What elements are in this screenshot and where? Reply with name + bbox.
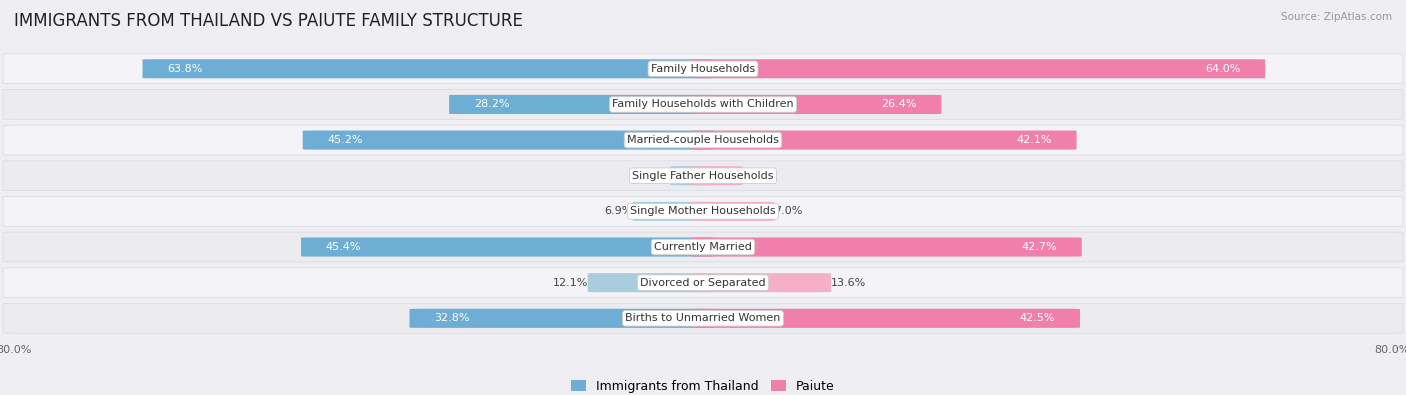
Text: Single Mother Households: Single Mother Households: [630, 206, 776, 216]
FancyBboxPatch shape: [692, 95, 942, 114]
FancyBboxPatch shape: [3, 125, 1403, 155]
FancyBboxPatch shape: [3, 232, 1403, 262]
FancyBboxPatch shape: [692, 166, 742, 185]
Text: 7.0%: 7.0%: [775, 206, 803, 216]
FancyBboxPatch shape: [3, 196, 1403, 226]
FancyBboxPatch shape: [3, 90, 1403, 119]
FancyBboxPatch shape: [692, 237, 1081, 257]
Text: 45.4%: 45.4%: [326, 242, 361, 252]
Legend: Immigrants from Thailand, Paiute: Immigrants from Thailand, Paiute: [567, 375, 839, 395]
FancyBboxPatch shape: [3, 54, 1403, 84]
Text: Single Father Households: Single Father Households: [633, 171, 773, 181]
FancyBboxPatch shape: [633, 202, 714, 221]
Text: Divorced or Separated: Divorced or Separated: [640, 278, 766, 288]
Text: 42.5%: 42.5%: [1019, 313, 1056, 324]
FancyBboxPatch shape: [692, 309, 1080, 328]
FancyBboxPatch shape: [301, 237, 714, 257]
FancyBboxPatch shape: [692, 202, 775, 221]
FancyBboxPatch shape: [302, 130, 714, 150]
Text: 32.8%: 32.8%: [434, 313, 470, 324]
Text: Source: ZipAtlas.com: Source: ZipAtlas.com: [1281, 12, 1392, 22]
FancyBboxPatch shape: [409, 309, 714, 328]
FancyBboxPatch shape: [142, 59, 714, 78]
Text: 42.7%: 42.7%: [1021, 242, 1057, 252]
Text: 3.3%: 3.3%: [742, 171, 770, 181]
Text: IMMIGRANTS FROM THAILAND VS PAIUTE FAMILY STRUCTURE: IMMIGRANTS FROM THAILAND VS PAIUTE FAMIL…: [14, 12, 523, 30]
Text: 12.1%: 12.1%: [553, 278, 588, 288]
Text: 63.8%: 63.8%: [167, 64, 202, 74]
Text: Family Households with Children: Family Households with Children: [612, 100, 794, 109]
Text: 13.6%: 13.6%: [831, 278, 866, 288]
FancyBboxPatch shape: [671, 166, 714, 185]
FancyBboxPatch shape: [3, 161, 1403, 191]
Text: Family Households: Family Households: [651, 64, 755, 74]
Text: 42.1%: 42.1%: [1017, 135, 1052, 145]
Text: Married-couple Households: Married-couple Households: [627, 135, 779, 145]
Text: 2.5%: 2.5%: [643, 171, 671, 181]
FancyBboxPatch shape: [3, 268, 1403, 297]
FancyBboxPatch shape: [449, 95, 714, 114]
Text: 45.2%: 45.2%: [328, 135, 363, 145]
FancyBboxPatch shape: [588, 273, 714, 292]
FancyBboxPatch shape: [692, 130, 1077, 150]
Text: Currently Married: Currently Married: [654, 242, 752, 252]
Text: 64.0%: 64.0%: [1205, 64, 1240, 74]
FancyBboxPatch shape: [692, 273, 831, 292]
FancyBboxPatch shape: [692, 59, 1265, 78]
Text: 6.9%: 6.9%: [605, 206, 633, 216]
Text: 28.2%: 28.2%: [474, 100, 509, 109]
FancyBboxPatch shape: [3, 303, 1403, 333]
Text: 26.4%: 26.4%: [882, 100, 917, 109]
Text: Births to Unmarried Women: Births to Unmarried Women: [626, 313, 780, 324]
